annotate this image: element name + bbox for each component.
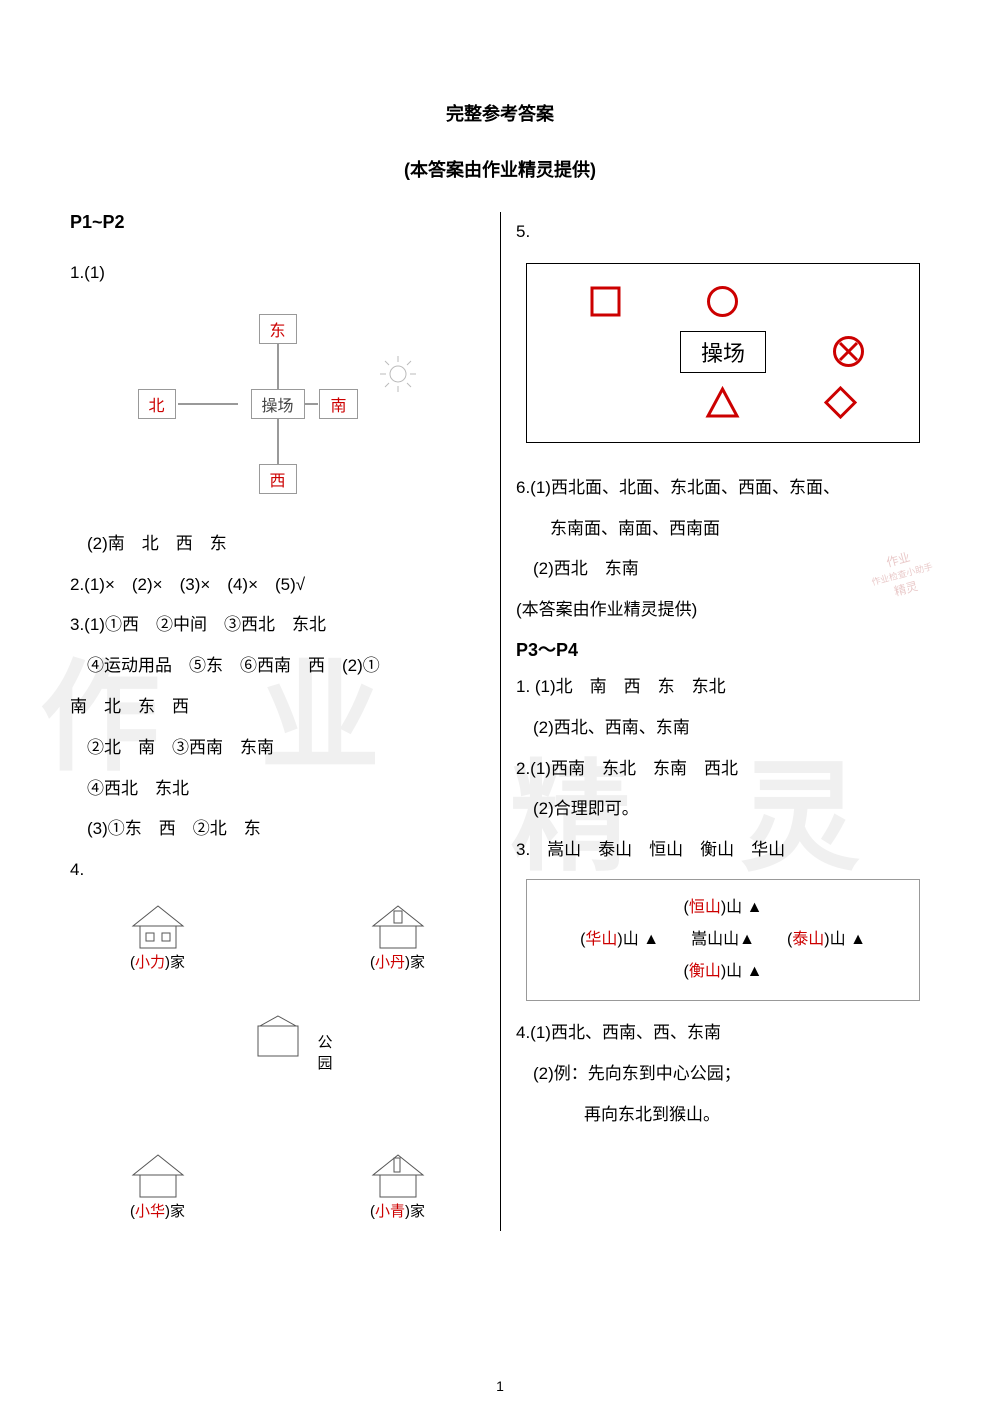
mountain-name: 华山 [585,931,617,948]
diamond-icon [823,385,858,420]
answer-line: (2)例：先向东到中心公园； [516,1054,930,1095]
answer-line: 4. [70,850,485,891]
answer-line: ④运动用品 ⑤东 ⑥西南 西 (2)① [70,646,485,687]
shapes-figure: 操场 [526,263,920,443]
mountain-name: 衡山 [689,963,721,980]
triangle-icon: ▲ [739,931,755,948]
compass-line-h [178,403,238,405]
compass-center: 操场 [250,389,304,419]
answer-line: 再向东北到猴山。 [516,1095,930,1136]
answer-line: 2.(1)× (2)× (3)× (4)× (5)√ [70,565,485,606]
answer-line: 1.(1) [70,253,485,294]
section-heading: P3～P4 [516,636,930,662]
square-icon [588,284,623,319]
page-subtitle: (本答案由作业精灵提供) [70,156,930,182]
house-jia: 家 [410,1203,425,1220]
answer-line: 2.(1)西南 东北 东南 西北 [516,749,930,790]
content-columns: P1~P2 1.(1) 东 西 北 南 操场 (2)南 北 西 东 [70,212,930,1231]
mountain-name: 恒山 [689,899,721,916]
compass-line-v [277,414,279,469]
house-icon [368,1150,428,1200]
page-number: 1 [496,1378,504,1394]
shan: 山 [726,963,742,980]
house-icon [368,901,428,951]
answer-line: 南 北 东 西 [70,687,485,728]
answer-line: 东南面、南面、西南面 [516,509,930,550]
mountain-row: (恒山)山 ▲ [539,892,907,924]
compass-bottom: 西 [258,464,296,494]
compass-right: 南 [319,389,357,419]
section-heading: P1~P2 [70,212,485,233]
house-jia: 家 [410,954,425,971]
circle-icon [705,284,740,319]
compass-figure: 东 西 北 南 操场 [128,304,428,504]
answer-line: ④西北 东北 [70,769,485,810]
page-title: 完整参考答案 [70,100,930,126]
mountains-figure: (恒山)山 ▲ (华山)山 ▲ 嵩山山▲ (泰山)山 ▲ (衡山)山 ▲ [526,879,920,1001]
house-name: 小力 [135,954,165,971]
compass-top: 东 [258,314,296,344]
house-jia: 家 [170,954,185,971]
park-center: 公园 [248,1011,308,1065]
compass-left: 北 [138,389,176,419]
answer-line: ②北 南 ③西南 东南 [70,728,485,769]
house-name: 小丹 [375,954,405,971]
house-bl: (小华)家 [128,1150,188,1221]
house-tr: (小丹)家 [368,901,428,972]
right-column: 5. 操场 6.(1)西北面、北面、东北面、西面、东面、 东南面、南面、西南面 … [500,212,930,1231]
house-tl: (小力)家 [128,901,188,972]
sun-icon [378,354,418,394]
mountain-name: 嵩山 [691,931,723,948]
answer-line: 5. [516,212,930,253]
houses-figure: (小力)家 (小丹)家 公园 (小华)家 (小青)家 [108,901,448,1221]
triangle-icon: ▲ [643,931,659,948]
mountain-row: (华山)山 ▲ 嵩山山▲ (泰山)山 ▲ [539,924,907,956]
answer-line: 1. (1)北 南 西 东 东北 [516,667,930,708]
answer-line: 6.(1)西北面、北面、东北面、西面、东面、 [516,468,930,509]
triangle-icon: ▲ [747,963,763,980]
house-br: (小青)家 [368,1150,428,1221]
answer-line: (2)南 北 西 东 [70,524,485,565]
triangle-icon: ▲ [747,899,763,916]
circle-x-icon [831,334,866,369]
shapes-center-label: 操场 [680,331,766,373]
shan: 山 [723,931,739,948]
answer-line: (2)西北、西南、东南 [516,708,930,749]
park-icon [248,1011,308,1061]
mountain-name: 泰山 [792,931,824,948]
house-name: 小青 [375,1203,405,1220]
answer-line: 3.(1)①西 ②中间 ③西北 东北 [70,605,485,646]
mountain-row: (衡山)山 ▲ [539,956,907,988]
compass-line-v [277,339,279,394]
house-icon [128,1150,188,1200]
triangle-icon [705,385,740,420]
triangle-icon: ▲ [850,931,866,948]
shape-row [547,284,899,319]
answer-line: 4.(1)西北、西南、西、东南 [516,1013,930,1054]
shan: 山 [830,931,846,948]
house-name: 小华 [135,1203,165,1220]
house-jia: 家 [170,1203,185,1220]
left-column: P1~P2 1.(1) 东 西 北 南 操场 (2)南 北 西 东 [70,212,500,1231]
answer-line: (2)合理即可。 [516,789,930,830]
credit-line: (本答案由作业精灵提供) [516,590,930,631]
park-label: 公园 [318,1031,333,1073]
house-icon [128,901,188,951]
shape-row [547,385,899,420]
shan: 山 [726,899,742,916]
answer-line: 3. 嵩山 泰山 恒山 衡山 华山 [516,830,930,871]
shape-row: 操场 [547,331,899,373]
shan: 山 [623,931,639,948]
answer-line: (3)①东 西 ②北 东 [70,809,485,850]
